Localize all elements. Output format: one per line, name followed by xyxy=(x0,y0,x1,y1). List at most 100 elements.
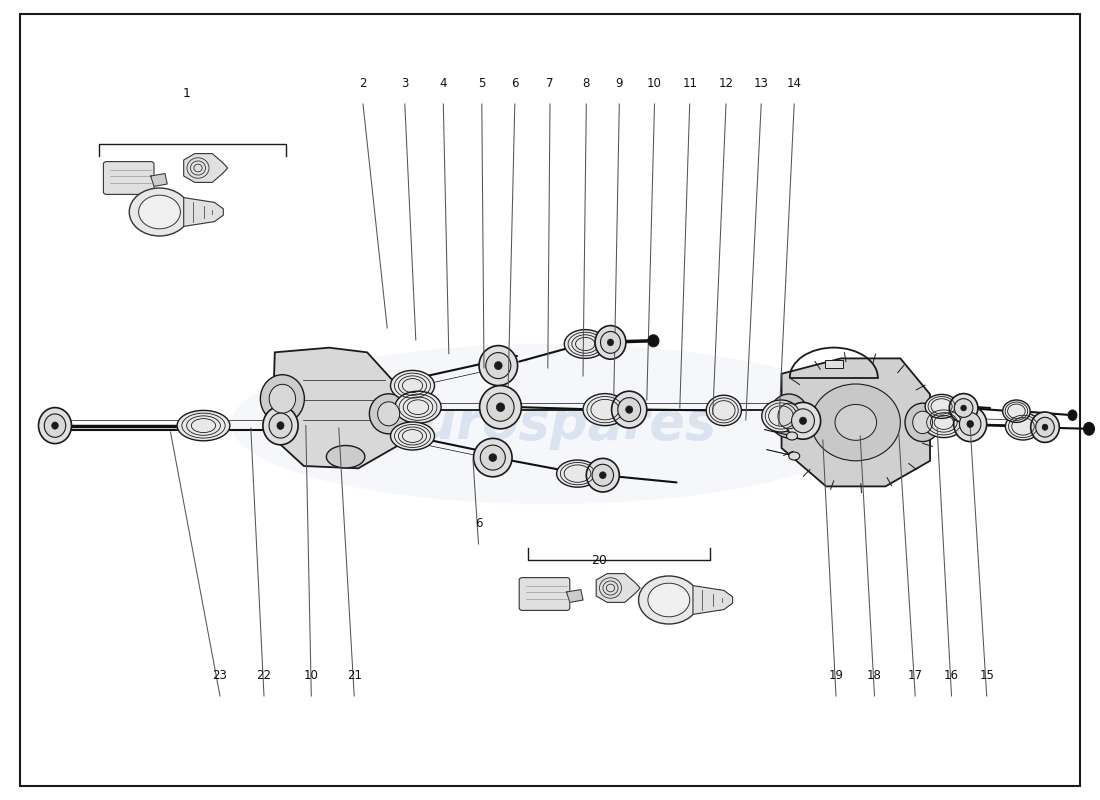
Ellipse shape xyxy=(377,402,399,426)
Ellipse shape xyxy=(925,394,958,418)
Ellipse shape xyxy=(261,374,305,422)
Ellipse shape xyxy=(626,406,632,414)
Text: 1: 1 xyxy=(183,87,191,100)
Polygon shape xyxy=(151,174,167,186)
Text: 7: 7 xyxy=(547,77,553,90)
Ellipse shape xyxy=(370,394,408,434)
Ellipse shape xyxy=(395,391,441,423)
Polygon shape xyxy=(566,590,583,602)
Text: 6: 6 xyxy=(512,77,518,90)
Ellipse shape xyxy=(789,452,800,460)
Text: 2: 2 xyxy=(360,77,366,90)
Bar xyxy=(825,360,843,368)
Ellipse shape xyxy=(648,583,690,617)
Polygon shape xyxy=(781,358,931,486)
Ellipse shape xyxy=(270,413,292,438)
Ellipse shape xyxy=(800,417,806,425)
Ellipse shape xyxy=(480,386,521,429)
Ellipse shape xyxy=(785,402,821,439)
Text: 20: 20 xyxy=(592,554,607,566)
FancyBboxPatch shape xyxy=(103,162,154,194)
Text: 21: 21 xyxy=(346,669,362,682)
Ellipse shape xyxy=(1003,400,1031,422)
FancyBboxPatch shape xyxy=(519,578,570,610)
Ellipse shape xyxy=(177,410,230,441)
Ellipse shape xyxy=(638,576,700,624)
Polygon shape xyxy=(184,154,228,182)
Ellipse shape xyxy=(487,393,514,422)
Ellipse shape xyxy=(480,346,518,386)
Ellipse shape xyxy=(1042,424,1048,430)
Ellipse shape xyxy=(835,405,877,440)
Ellipse shape xyxy=(761,400,801,432)
Ellipse shape xyxy=(473,438,513,477)
Ellipse shape xyxy=(923,407,965,438)
Ellipse shape xyxy=(586,458,619,492)
Ellipse shape xyxy=(595,326,626,359)
Ellipse shape xyxy=(390,370,435,401)
Ellipse shape xyxy=(327,446,365,468)
Ellipse shape xyxy=(486,353,510,378)
Text: 17: 17 xyxy=(908,669,923,682)
Ellipse shape xyxy=(913,411,933,434)
Ellipse shape xyxy=(1036,418,1054,437)
Text: 4: 4 xyxy=(440,77,447,90)
Ellipse shape xyxy=(618,398,640,422)
Text: 22: 22 xyxy=(256,669,272,682)
Text: 5: 5 xyxy=(478,77,485,90)
Text: 12: 12 xyxy=(718,77,734,90)
Ellipse shape xyxy=(488,454,497,462)
Text: 15: 15 xyxy=(979,669,994,682)
Ellipse shape xyxy=(967,421,974,427)
Ellipse shape xyxy=(592,464,614,486)
Ellipse shape xyxy=(960,405,967,411)
Ellipse shape xyxy=(1068,410,1077,421)
Text: 13: 13 xyxy=(754,77,769,90)
Ellipse shape xyxy=(496,403,505,411)
Text: 9: 9 xyxy=(616,77,623,90)
Text: 3: 3 xyxy=(402,77,408,90)
Text: 6: 6 xyxy=(475,517,482,530)
Ellipse shape xyxy=(1084,422,1094,435)
Ellipse shape xyxy=(564,330,606,358)
Text: 11: 11 xyxy=(682,77,697,90)
Ellipse shape xyxy=(481,445,505,470)
Ellipse shape xyxy=(601,331,620,354)
Ellipse shape xyxy=(812,384,900,461)
Ellipse shape xyxy=(905,403,940,442)
Ellipse shape xyxy=(648,334,659,347)
Ellipse shape xyxy=(607,339,614,346)
Ellipse shape xyxy=(769,394,808,438)
Ellipse shape xyxy=(270,384,296,413)
Text: 10: 10 xyxy=(647,77,662,90)
Ellipse shape xyxy=(139,195,180,229)
Ellipse shape xyxy=(955,398,972,418)
Polygon shape xyxy=(273,348,398,468)
Ellipse shape xyxy=(706,395,741,426)
Text: 16: 16 xyxy=(944,669,959,682)
Ellipse shape xyxy=(231,344,869,504)
Ellipse shape xyxy=(263,406,298,445)
Ellipse shape xyxy=(612,391,647,428)
Ellipse shape xyxy=(1005,413,1041,440)
Ellipse shape xyxy=(390,422,435,450)
Text: 10: 10 xyxy=(304,669,319,682)
Ellipse shape xyxy=(778,403,800,429)
Ellipse shape xyxy=(786,432,798,440)
Ellipse shape xyxy=(39,407,72,443)
Ellipse shape xyxy=(277,422,284,430)
Text: 14: 14 xyxy=(786,77,802,90)
Ellipse shape xyxy=(959,413,981,435)
Text: 18: 18 xyxy=(867,669,882,682)
Ellipse shape xyxy=(600,472,606,478)
Ellipse shape xyxy=(52,422,58,429)
Text: 23: 23 xyxy=(212,669,228,682)
Text: 19: 19 xyxy=(828,669,844,682)
Ellipse shape xyxy=(44,414,66,438)
Ellipse shape xyxy=(557,460,598,487)
Polygon shape xyxy=(184,198,223,226)
Ellipse shape xyxy=(792,409,814,433)
Ellipse shape xyxy=(130,188,189,236)
Polygon shape xyxy=(693,586,733,614)
Ellipse shape xyxy=(949,394,978,422)
